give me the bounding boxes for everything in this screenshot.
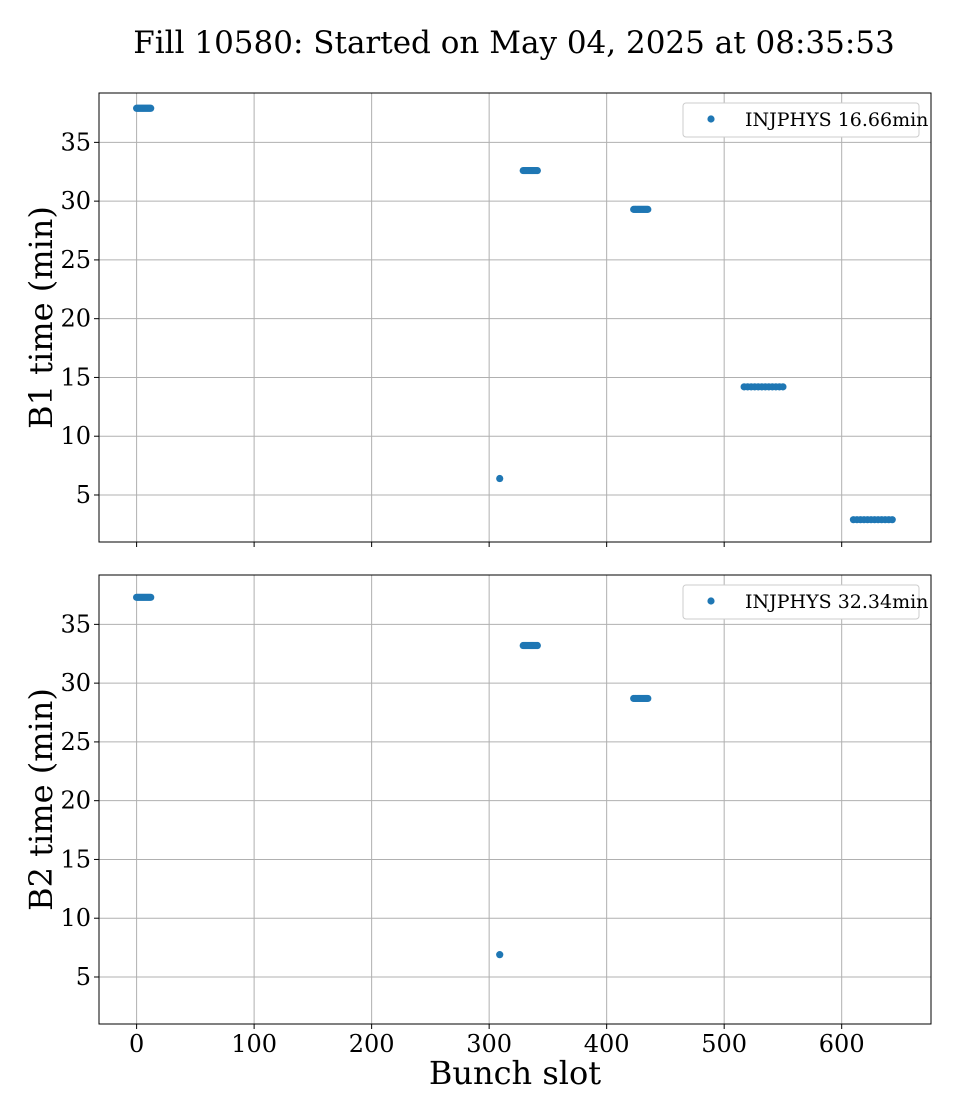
- data-point: [533, 166, 541, 175]
- y-tick-label: 5: [76, 963, 91, 991]
- y-tick-label: 20: [60, 787, 91, 815]
- x-tick-label: 500: [701, 1030, 747, 1058]
- y-axis-label: B1 time (min): [22, 206, 60, 429]
- legend-box: [682, 584, 920, 620]
- y-tick-label: 35: [60, 610, 91, 638]
- subplot-b1: 5 10 15 20 25 30 35 B1 time (min) INJPHYS 16.66m…: [22, 92, 932, 547]
- x-tick-label: 0: [129, 1030, 144, 1058]
- figure-title: Fill 10580: Started on May 04, 2025 at 0…: [133, 25, 895, 61]
- data-point: [779, 383, 787, 391]
- data-point: [644, 205, 652, 213]
- data-point: [644, 694, 652, 703]
- y-tick-label: 15: [60, 845, 91, 873]
- y-tick-label: 20: [60, 305, 91, 333]
- data-point: [496, 474, 504, 483]
- x-tick-label: 100: [231, 1030, 277, 1058]
- legend-label: INJPHYS 32.34min: [745, 591, 928, 613]
- y-tick-label: 10: [60, 904, 91, 932]
- x-tick-label: 300: [466, 1030, 512, 1058]
- data-point: [533, 641, 541, 650]
- x-tick-label: 200: [349, 1030, 395, 1058]
- data-point: [147, 593, 155, 601]
- legend: INJPHYS 32.34min: [682, 584, 928, 620]
- y-tick-label: 5: [76, 481, 91, 509]
- legend-marker: [707, 115, 715, 123]
- y-tick-label: 35: [60, 128, 91, 156]
- y-axis-label: B2 time (min): [22, 688, 60, 911]
- legend-label: INJPHYS 16.66min: [745, 109, 928, 131]
- legend: INJPHYS 16.66min: [682, 102, 928, 138]
- subplot-b2: 0 100 200 300 400 500 600 5 10 15 20 25 30 35 B2 time …: [22, 574, 932, 1092]
- y-tick-label: 30: [60, 669, 91, 697]
- y-tick-label: 10: [60, 422, 91, 450]
- subplots: 5 10 15 20 25 30 35 B1 time (min) INJPHYS 16.66m…: [22, 92, 932, 1092]
- y-tick-label: 25: [60, 728, 91, 756]
- x-tick-label: 400: [584, 1030, 630, 1058]
- x-tick-label: 600: [819, 1030, 865, 1058]
- y-tick-label: 30: [60, 187, 91, 215]
- legend-box: [682, 102, 920, 138]
- data-point: [496, 951, 504, 959]
- axes-frame: [98, 574, 932, 1025]
- legend-marker: [707, 597, 715, 605]
- y-tick-label: 15: [60, 363, 91, 391]
- x-axis-label: Bunch slot: [429, 1054, 601, 1092]
- y-tick-label: 25: [60, 246, 91, 274]
- axes-frame: [98, 92, 932, 543]
- data-point: [888, 516, 896, 524]
- data-point: [147, 104, 155, 112]
